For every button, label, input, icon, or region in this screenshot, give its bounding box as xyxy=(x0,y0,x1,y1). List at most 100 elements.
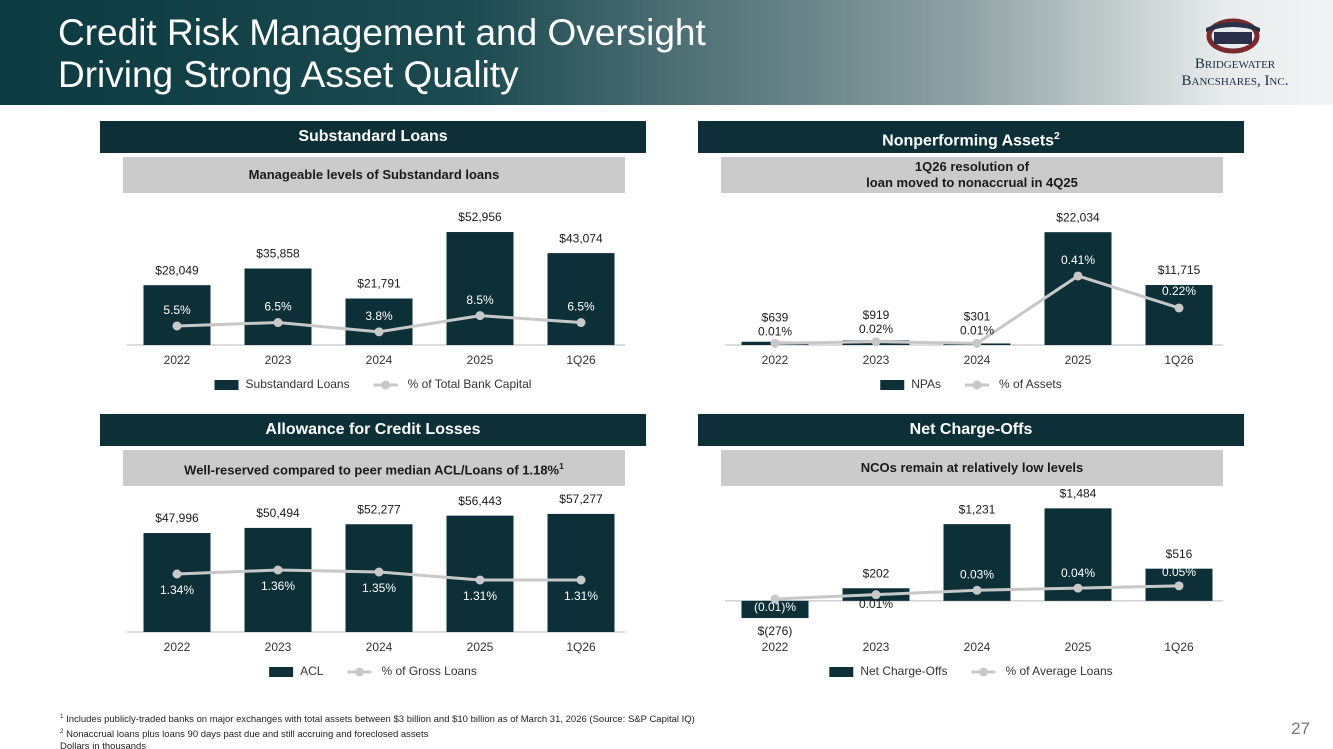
bar xyxy=(345,298,413,345)
slide-title: Credit Risk Management and Oversight Dri… xyxy=(58,12,706,96)
line-point xyxy=(1174,581,1184,591)
line-point xyxy=(1073,583,1083,593)
x-tick-label: 1Q26 xyxy=(566,640,596,654)
line-point xyxy=(172,321,182,331)
subtitle-line: Manageable levels of Substandard loans xyxy=(248,167,500,182)
x-tick-label: 2023 xyxy=(265,353,292,367)
x-tick-label: 2024 xyxy=(366,353,393,367)
x-tick-label: 2024 xyxy=(964,640,991,654)
line-point xyxy=(273,318,283,328)
x-tick-label: 2025 xyxy=(467,353,494,367)
line-point xyxy=(475,575,485,585)
line-value-label: 0.05% xyxy=(1162,565,1196,579)
footnote: Dollars in thousands xyxy=(60,741,695,749)
bar-value-label: $(276) xyxy=(758,624,793,638)
line-value-label: 1.36% xyxy=(261,579,295,593)
subtitle-text: NCOs remain at relatively low levels xyxy=(861,460,1084,476)
footnotes: 1 Includes publicly-traded banks on majo… xyxy=(60,711,695,749)
line-point xyxy=(374,567,384,577)
panel-title-text: Net Charge-Offs xyxy=(909,421,1033,438)
footnote-marker: 1 xyxy=(559,460,564,471)
legend-label: % of Total Bank Capital xyxy=(408,377,532,391)
panel-title: Net Charge-Offs xyxy=(698,414,1244,446)
footnote: 2 Nonaccrual loans plus loans 90 days pa… xyxy=(60,726,695,741)
line-value-label: 0.41% xyxy=(1061,253,1095,267)
bar-value-label: $50,494 xyxy=(256,506,300,520)
line-value-label: (0.01)% xyxy=(754,600,796,614)
title-line: Driving Strong Asset Quality xyxy=(58,54,519,95)
x-tick-label: 2024 xyxy=(964,353,991,367)
x-tick-label: 2025 xyxy=(467,640,494,654)
legend: Substandard Loans % of Total Bank Capital xyxy=(214,377,532,391)
line-value-label: 3.8% xyxy=(365,309,393,323)
bar-value-label: $47,996 xyxy=(155,511,199,525)
page-number: 27 xyxy=(1291,719,1310,738)
x-tick-label: 2023 xyxy=(863,640,890,654)
panel-subtitle: 1Q26 resolution of loan moved to nonaccr… xyxy=(721,157,1223,193)
bar xyxy=(143,285,211,345)
line-point xyxy=(1073,271,1083,281)
line-point xyxy=(770,594,780,604)
legend-dot xyxy=(354,667,364,677)
legend: ACL % of Gross Loans xyxy=(269,664,477,678)
bar-value-label: $301 xyxy=(964,309,991,323)
bar xyxy=(143,533,211,632)
bar xyxy=(446,232,514,345)
x-tick-label: 2022 xyxy=(164,353,191,367)
line-value-label: 8.5% xyxy=(466,293,494,307)
bar-value-label: $56,443 xyxy=(458,494,502,508)
panel-subtitle: NCOs remain at relatively low levels xyxy=(721,450,1223,486)
line-value-label: 1.34% xyxy=(160,583,194,597)
footnote-text: Nonaccrual loans plus loans 90 days past… xyxy=(66,729,429,741)
subtitle-text: Manageable levels of Substandard loans xyxy=(249,167,500,183)
bar xyxy=(547,513,615,632)
legend-swatch xyxy=(214,380,239,390)
line-point xyxy=(576,575,586,585)
line-point xyxy=(1174,303,1184,313)
x-tick-label: 2025 xyxy=(1065,640,1092,654)
line-value-label: 6.5% xyxy=(567,300,595,314)
legend-label: ACL xyxy=(300,664,324,678)
bar xyxy=(741,600,809,619)
line-point xyxy=(374,327,384,337)
bar-value-label: $11,715 xyxy=(1158,263,1201,277)
bar xyxy=(547,253,615,345)
line-value-label: 1.31% xyxy=(463,589,497,603)
panel-title: Substandard Loans xyxy=(100,121,646,153)
footnote-text: Dollars in thousands xyxy=(60,741,147,749)
legend-label: NPAs xyxy=(911,377,941,391)
line-value-label: 0.01% xyxy=(960,323,994,337)
logo-line: Bancshares, Inc. xyxy=(1181,73,1289,89)
subtitle-line: NCOs remain at relatively low levels xyxy=(860,460,1084,475)
legend-dot xyxy=(978,667,988,677)
title-line: Credit Risk Management and Oversight xyxy=(58,12,706,53)
bar-value-label: $35,858 xyxy=(256,247,300,261)
bar-value-label: $1,484 xyxy=(1060,487,1097,501)
line-value-label: 6.5% xyxy=(264,300,292,314)
header-band xyxy=(0,0,1333,105)
panel-title: Allowance for Credit Losses xyxy=(100,414,646,446)
bar xyxy=(345,524,413,632)
legend-swatch xyxy=(269,667,294,677)
bar-value-label: $919 xyxy=(863,308,890,322)
legend-swatch xyxy=(829,667,854,677)
bar-value-label: $21,791 xyxy=(357,277,401,291)
bar-value-label: $57,277 xyxy=(559,492,603,506)
x-tick-label: 2024 xyxy=(366,640,393,654)
bar xyxy=(244,527,312,632)
x-tick-label: 1Q26 xyxy=(566,353,596,367)
line-point xyxy=(871,590,881,600)
bar-value-label: $202 xyxy=(863,566,890,580)
line-value-label: 0.03% xyxy=(960,567,994,581)
legend-dot xyxy=(972,380,982,390)
footnote-marker: 2 xyxy=(60,728,64,736)
footnote-text: Includes publicly-traded banks on major … xyxy=(66,714,695,726)
bar-value-label: $1,231 xyxy=(959,502,996,516)
line-point xyxy=(770,338,780,348)
bar-value-label: $52,956 xyxy=(458,210,502,224)
x-tick-label: 1Q26 xyxy=(1164,640,1194,654)
panel-title-text: Substandard Loans xyxy=(298,128,448,145)
subtitle-text: 1Q26 resolution of loan moved to nonaccr… xyxy=(866,159,1078,191)
legend-label: % of Average Loans xyxy=(1005,664,1112,678)
